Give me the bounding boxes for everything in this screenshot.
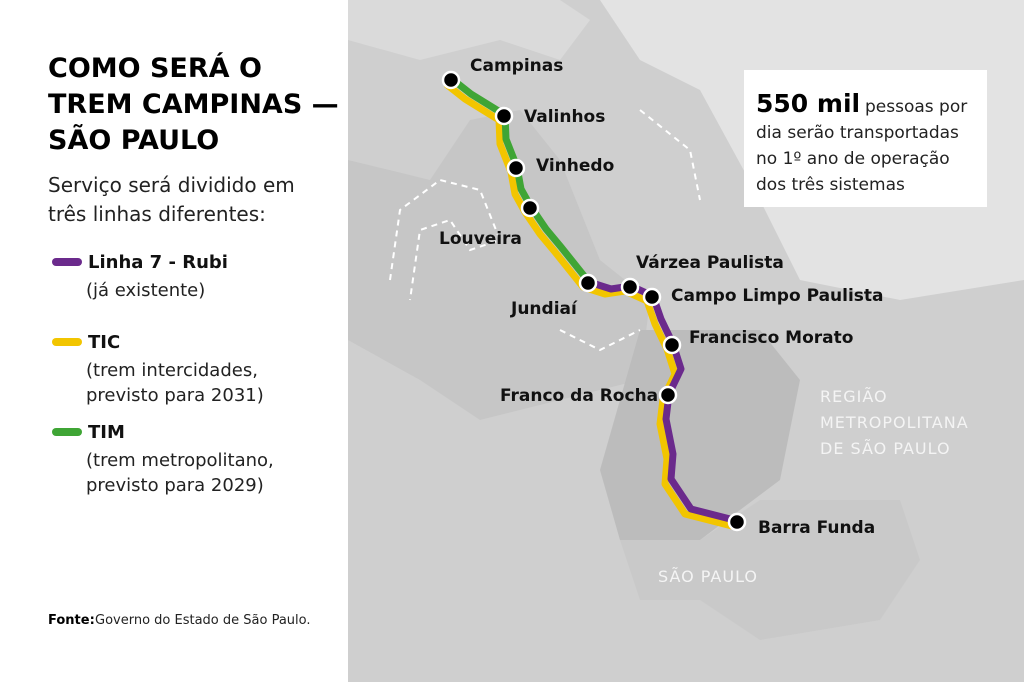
route-tim xyxy=(449,76,592,285)
station-dot xyxy=(520,198,540,218)
station-label: Louveira xyxy=(439,229,522,249)
subtitle-line: Serviço será dividido em xyxy=(48,173,295,197)
callout-line: dos três sistemas xyxy=(756,175,905,195)
source-text: Governo do Estado de São Paulo. xyxy=(95,613,311,628)
callout-line: dia serão transportadas xyxy=(756,123,959,143)
station-label: Várzea Paulista xyxy=(636,253,784,273)
station-dot xyxy=(658,385,678,405)
route-tic xyxy=(443,81,733,530)
region-label: METROPOLITANA xyxy=(820,413,969,432)
station-label: Franco da Rocha xyxy=(500,386,658,406)
title-line: COMO SERÁ O xyxy=(48,52,262,84)
legend-name: Linha 7 - Rubi xyxy=(88,252,228,273)
title-line: SÃO PAULO xyxy=(48,124,219,156)
station-label: Jundiaí xyxy=(510,299,578,319)
station-dot xyxy=(642,287,662,307)
callout-highlight: 550 mil xyxy=(756,89,860,118)
legend-note: previsto para 2029) xyxy=(86,475,264,496)
region-label: REGIÃO xyxy=(820,387,888,406)
legend-note: (já existente) xyxy=(86,280,205,301)
subtitle-line: três linhas diferentes: xyxy=(48,202,266,226)
station-label: Valinhos xyxy=(524,107,605,127)
station-label: Barra Funda xyxy=(758,518,875,538)
title-line: TREM CAMPINAS — xyxy=(48,89,339,120)
callout-line: no 1º ano de operação xyxy=(756,149,950,169)
legend-note: (trem metropolitano, xyxy=(86,450,274,471)
legend-note: (trem intercidades, xyxy=(86,360,258,381)
legend-name: TIM xyxy=(88,422,125,443)
station-dot xyxy=(662,335,682,355)
station-dot xyxy=(727,512,747,532)
station-dot xyxy=(620,277,640,297)
callout-box xyxy=(744,70,987,207)
legend-note: previsto para 2031) xyxy=(86,385,264,406)
station-label: Vinhedo xyxy=(536,156,614,176)
station-dot xyxy=(578,273,598,293)
callout-line: pessoas por xyxy=(865,97,967,117)
station-label: Francisco Morato xyxy=(689,328,853,348)
station-label: Campo Limpo Paulista xyxy=(671,286,884,306)
station-dot xyxy=(494,106,514,126)
station-label: Campinas xyxy=(470,56,563,76)
station-dot xyxy=(441,70,461,90)
source-label: Fonte: xyxy=(48,613,95,628)
legend-name: TIC xyxy=(88,332,120,353)
stations: Campinas Valinhos Vinhedo Louveira Jundiaí Vá… xyxy=(439,56,884,538)
station-dot xyxy=(506,158,526,178)
city-label: SÃO PAULO xyxy=(658,567,758,586)
region-label: DE SÃO PAULO xyxy=(820,439,951,458)
